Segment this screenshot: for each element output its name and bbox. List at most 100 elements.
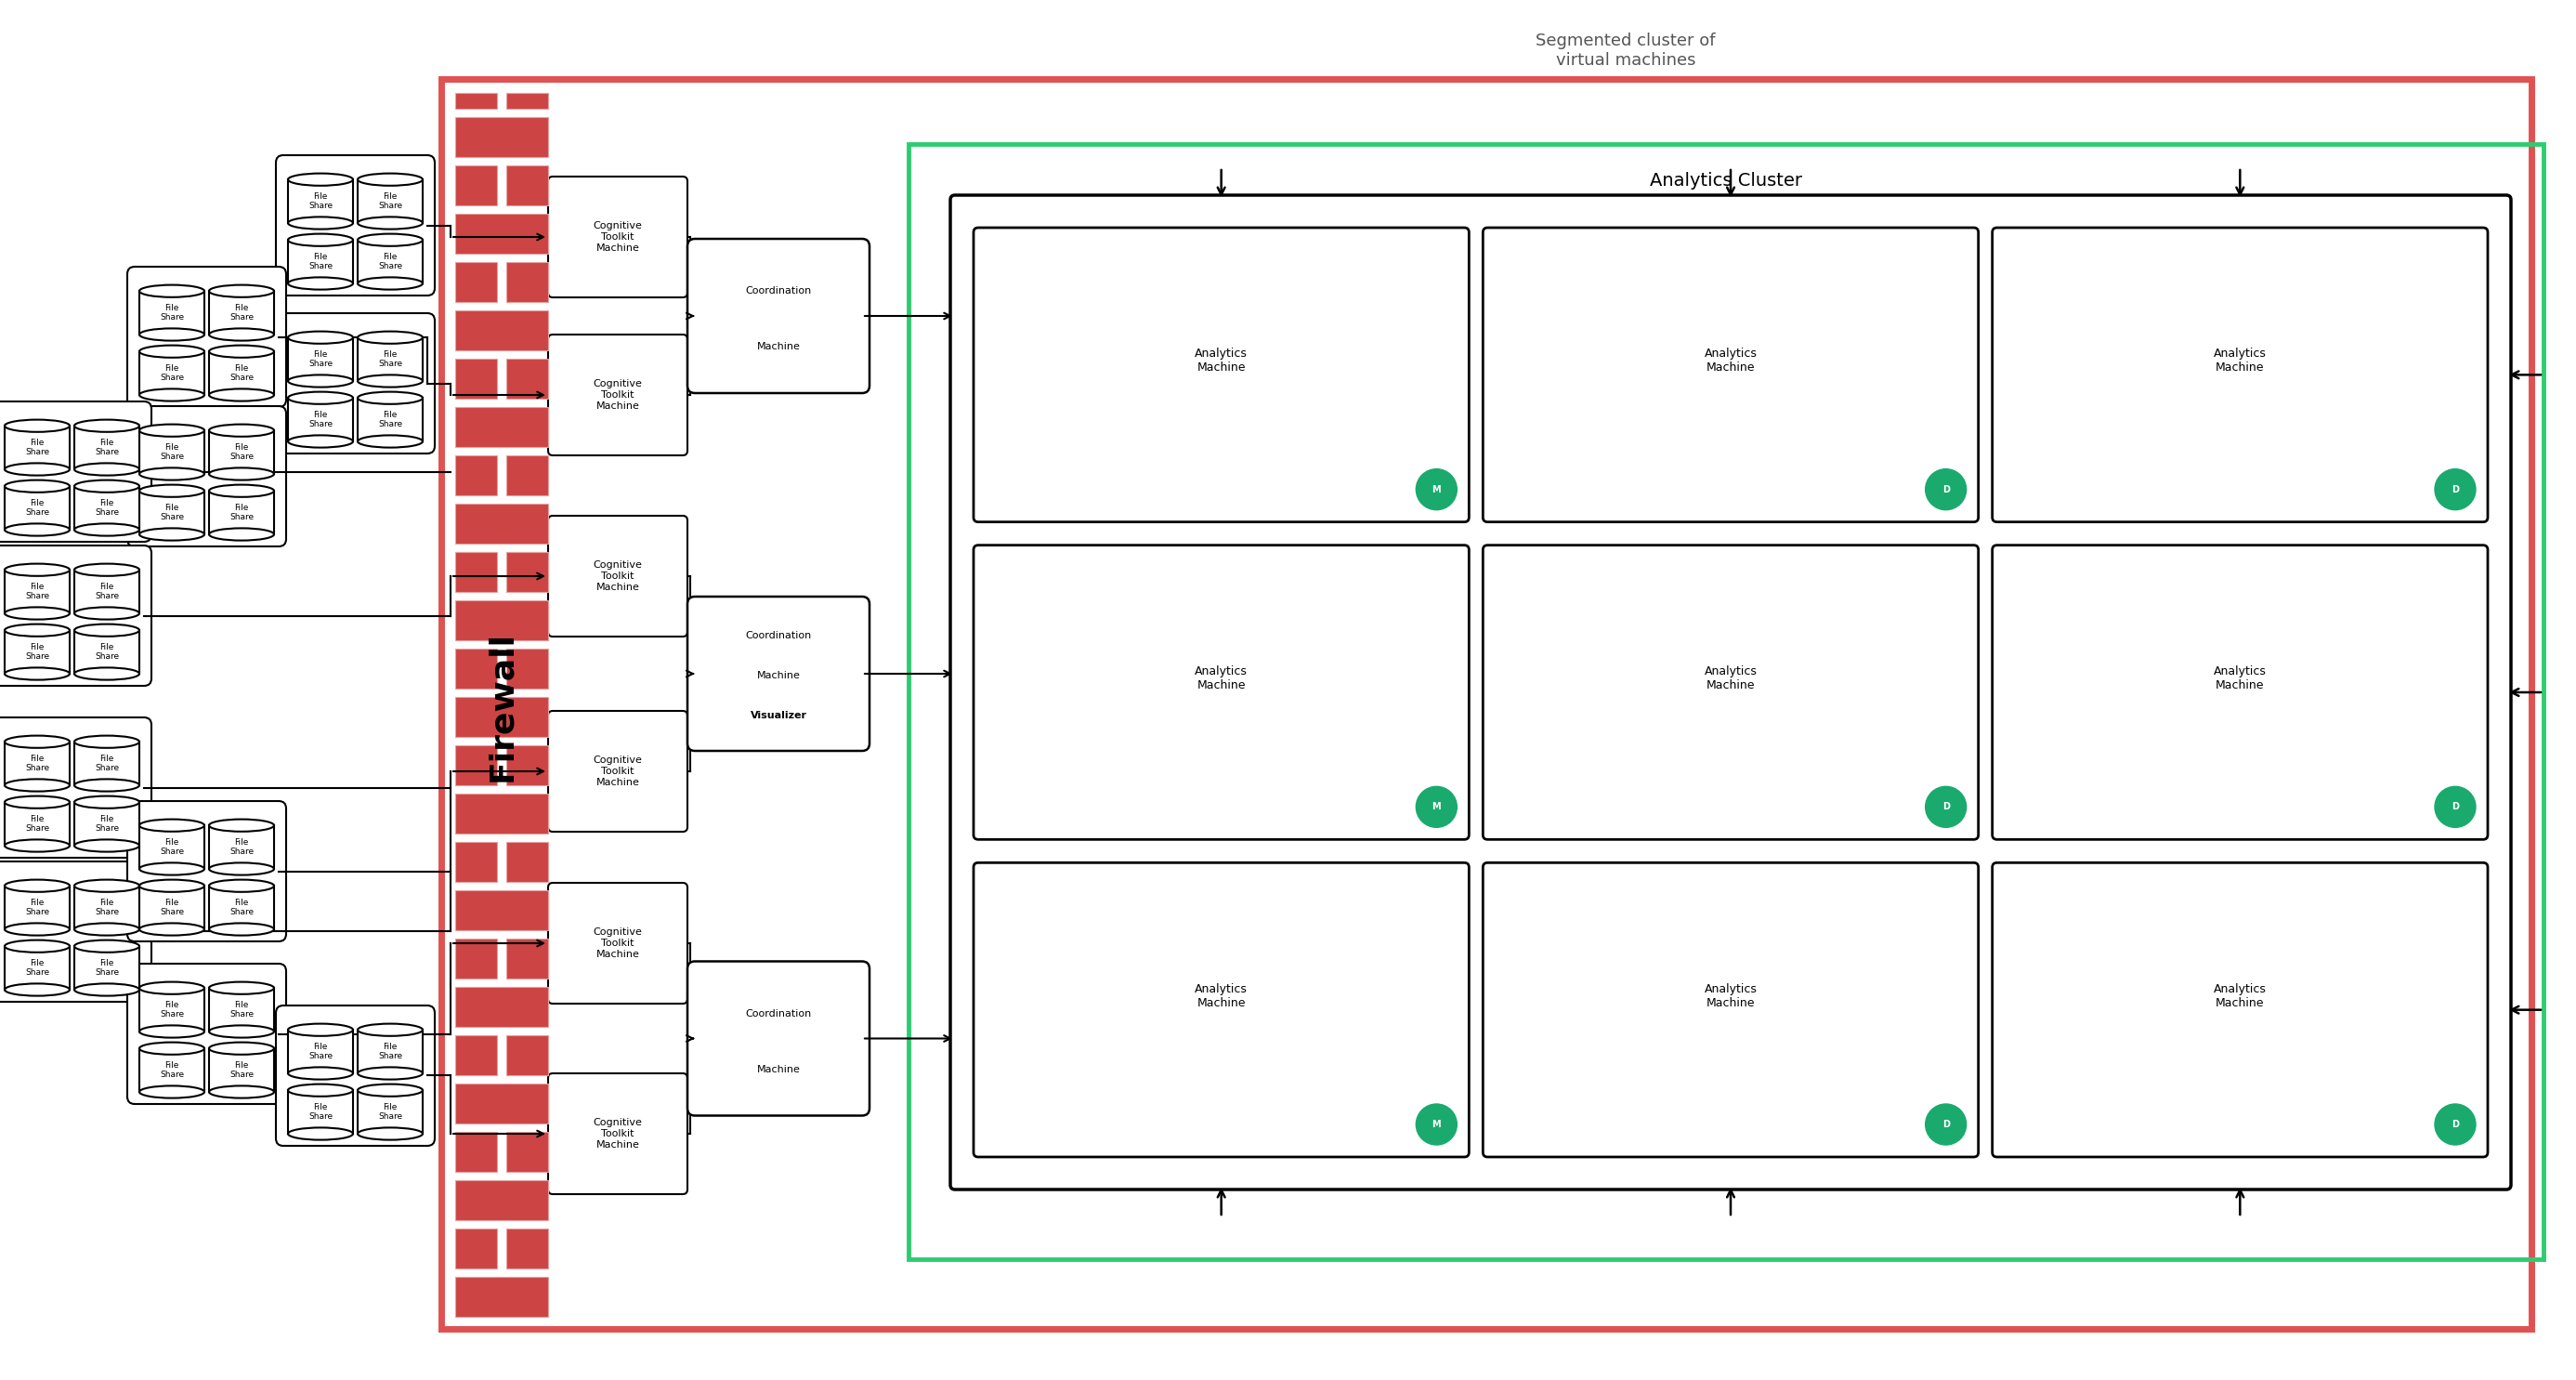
- Ellipse shape: [139, 923, 204, 936]
- Ellipse shape: [209, 923, 273, 936]
- Text: Visualizer: Visualizer: [750, 711, 806, 720]
- Text: D: D: [1942, 802, 1950, 811]
- FancyBboxPatch shape: [507, 166, 549, 206]
- Text: File
Share: File Share: [229, 304, 252, 322]
- FancyBboxPatch shape: [1991, 862, 2488, 1156]
- Ellipse shape: [209, 484, 273, 497]
- Ellipse shape: [75, 420, 139, 432]
- Ellipse shape: [5, 480, 70, 493]
- FancyBboxPatch shape: [5, 486, 70, 530]
- Text: Machine: Machine: [757, 342, 801, 352]
- FancyBboxPatch shape: [456, 214, 549, 254]
- Text: File
Share: File Share: [160, 443, 183, 461]
- FancyBboxPatch shape: [276, 155, 435, 295]
- Text: Analytics Cluster: Analytics Cluster: [1649, 172, 1803, 189]
- Text: File
Share: File Share: [309, 351, 332, 368]
- FancyBboxPatch shape: [456, 552, 497, 592]
- Text: File
Share: File Share: [379, 1103, 402, 1121]
- Ellipse shape: [289, 1067, 353, 1079]
- FancyBboxPatch shape: [139, 431, 204, 473]
- Ellipse shape: [209, 424, 273, 436]
- Text: File
Share: File Share: [309, 1103, 332, 1121]
- FancyBboxPatch shape: [139, 988, 204, 1031]
- Text: File
Share: File Share: [379, 1042, 402, 1061]
- FancyBboxPatch shape: [5, 631, 70, 673]
- Text: File
Share: File Share: [95, 500, 118, 518]
- FancyBboxPatch shape: [75, 802, 139, 846]
- FancyBboxPatch shape: [358, 179, 422, 224]
- Ellipse shape: [358, 435, 422, 447]
- Text: File
Share: File Share: [379, 253, 402, 270]
- Ellipse shape: [5, 624, 70, 636]
- Text: File
Share: File Share: [309, 253, 332, 270]
- Text: File
Share: File Share: [160, 898, 183, 916]
- Ellipse shape: [139, 468, 204, 480]
- FancyBboxPatch shape: [209, 825, 273, 869]
- FancyBboxPatch shape: [456, 92, 497, 109]
- FancyBboxPatch shape: [456, 697, 549, 737]
- FancyBboxPatch shape: [126, 406, 286, 546]
- Ellipse shape: [139, 983, 204, 994]
- Text: File
Share: File Share: [95, 643, 118, 661]
- FancyBboxPatch shape: [139, 1049, 204, 1092]
- Ellipse shape: [209, 862, 273, 875]
- Circle shape: [1924, 1104, 1965, 1145]
- Text: Coordination: Coordination: [744, 1009, 811, 1018]
- Text: Analytics
Machine: Analytics Machine: [2213, 983, 2267, 1009]
- FancyBboxPatch shape: [126, 963, 286, 1104]
- FancyBboxPatch shape: [456, 1276, 549, 1317]
- Text: Machine: Machine: [757, 671, 801, 680]
- Text: D: D: [1942, 1119, 1950, 1129]
- FancyBboxPatch shape: [456, 1083, 549, 1123]
- Text: File
Share: File Share: [26, 500, 49, 518]
- FancyBboxPatch shape: [209, 431, 273, 473]
- Ellipse shape: [209, 1042, 273, 1054]
- Text: D: D: [2452, 802, 2460, 811]
- Ellipse shape: [5, 879, 70, 891]
- Ellipse shape: [75, 736, 139, 748]
- FancyBboxPatch shape: [974, 862, 1468, 1156]
- FancyBboxPatch shape: [974, 228, 1468, 522]
- Text: Cognitive
Toolkit
Machine: Cognitive Toolkit Machine: [592, 927, 641, 959]
- Text: File
Share: File Share: [229, 364, 252, 382]
- FancyBboxPatch shape: [289, 397, 353, 442]
- Ellipse shape: [75, 984, 139, 996]
- Text: Cognitive
Toolkit
Machine: Cognitive Toolkit Machine: [592, 380, 641, 410]
- Text: Coordination: Coordination: [744, 631, 811, 640]
- Text: Coordination: Coordination: [744, 286, 811, 295]
- FancyBboxPatch shape: [507, 455, 549, 495]
- Text: File
Share: File Share: [229, 443, 252, 461]
- Ellipse shape: [5, 984, 70, 996]
- FancyBboxPatch shape: [75, 631, 139, 673]
- Ellipse shape: [5, 607, 70, 620]
- FancyBboxPatch shape: [5, 570, 70, 613]
- Text: File
Share: File Share: [309, 411, 332, 429]
- Ellipse shape: [139, 1025, 204, 1038]
- FancyBboxPatch shape: [507, 1035, 549, 1075]
- FancyBboxPatch shape: [209, 1049, 273, 1092]
- Text: Cognitive
Toolkit
Machine: Cognitive Toolkit Machine: [592, 756, 641, 787]
- Text: File
Share: File Share: [229, 1061, 252, 1079]
- Text: Cognitive
Toolkit
Machine: Cognitive Toolkit Machine: [592, 222, 641, 253]
- Text: Analytics
Machine: Analytics Machine: [2213, 348, 2267, 374]
- Text: File
Share: File Share: [160, 1061, 183, 1079]
- FancyBboxPatch shape: [456, 987, 549, 1027]
- FancyBboxPatch shape: [75, 486, 139, 530]
- Ellipse shape: [358, 1067, 422, 1079]
- Ellipse shape: [75, 940, 139, 952]
- Ellipse shape: [5, 736, 70, 748]
- FancyBboxPatch shape: [456, 600, 549, 640]
- Ellipse shape: [139, 529, 204, 541]
- FancyBboxPatch shape: [549, 516, 688, 636]
- FancyBboxPatch shape: [289, 1029, 353, 1074]
- Ellipse shape: [139, 1042, 204, 1054]
- FancyBboxPatch shape: [507, 938, 549, 978]
- FancyBboxPatch shape: [688, 596, 871, 751]
- FancyBboxPatch shape: [276, 1006, 435, 1145]
- Text: File
Share: File Share: [379, 351, 402, 368]
- Ellipse shape: [5, 464, 70, 476]
- Text: File
Share: File Share: [160, 364, 183, 382]
- FancyBboxPatch shape: [209, 886, 273, 929]
- Ellipse shape: [139, 284, 204, 297]
- FancyBboxPatch shape: [75, 426, 139, 469]
